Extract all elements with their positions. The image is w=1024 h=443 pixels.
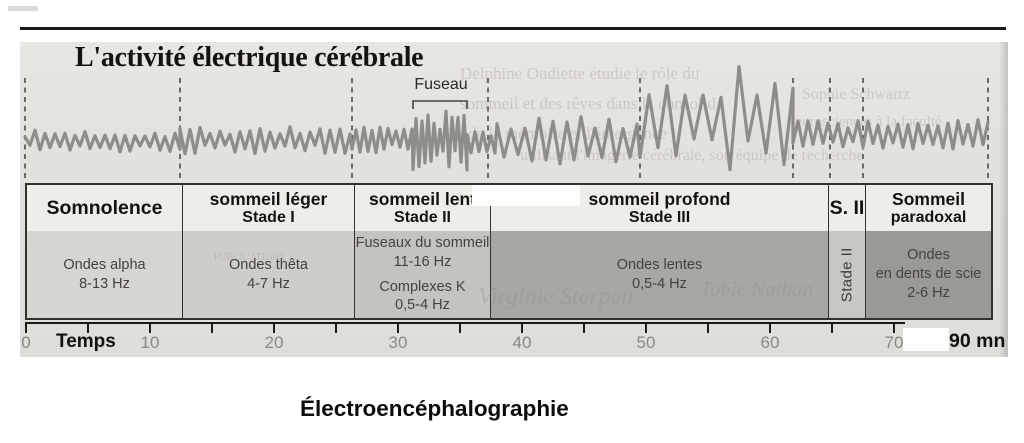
- stage-header: sommeil léger Stade I: [183, 185, 354, 231]
- stage-column-1: Somnolence Ondes alpha 8-13 Hz: [27, 185, 182, 318]
- axis-tick-label: 40: [512, 333, 532, 352]
- axis-tick: [769, 322, 771, 333]
- axis-tick: [211, 322, 213, 333]
- time-axis-line: [25, 322, 905, 324]
- figure-title: L'activité électrique cérébrale: [75, 42, 424, 73]
- axis-tick-label: 20: [264, 333, 284, 352]
- stage-header-line: Somnolence: [46, 196, 163, 219]
- stage-vertical-label: Stade II: [838, 247, 856, 302]
- stage-waves-cell: Fuseaux du sommeil 11-16 Hz Complexes K 0,5…: [355, 231, 490, 318]
- stage-waves-line: 0,5-4 Hz: [395, 297, 450, 314]
- stage-column-6: Sommeil paradoxal Ondes en dents de scie 2-6…: [865, 185, 991, 318]
- axis-tick-label: 60: [760, 333, 780, 352]
- stage-waves-line: Complexes K: [379, 278, 466, 295]
- stage-waves-cell: Ondes en dents de scie 2-6 Hz: [866, 231, 991, 318]
- fuseau-label: Fuseau: [414, 76, 468, 93]
- time-axis-label: Temps: [56, 331, 116, 352]
- stage-header: sommeil lent Stade II: [355, 185, 490, 231]
- stage-column-3: sommeil lent Stade II Fuseaux du sommeil 11…: [354, 185, 490, 318]
- axis-tick: [149, 322, 151, 333]
- stage-header-line: Stade III: [628, 208, 691, 226]
- axis-tick: [273, 322, 275, 333]
- axis-tick-label: 0: [21, 333, 31, 352]
- stage-waves-line: Fuseaux du sommeil: [355, 234, 490, 251]
- axis-tick: [87, 322, 89, 333]
- stage-column-4: sommeil profond Stade III Ondes lentes 0,5-…: [490, 185, 828, 318]
- axis-tick-label: 10: [140, 333, 160, 352]
- axis-tick: [459, 322, 461, 333]
- stage-header-line: sommeil profond: [588, 188, 731, 209]
- eeg-waveform: [23, 64, 990, 172]
- stage-header: Sommeil paradoxal: [866, 185, 991, 231]
- axis-tick: [583, 322, 585, 333]
- whiteout-patch-axis: [903, 328, 949, 351]
- stage-header-line: paradoxal: [890, 208, 967, 226]
- stage-waves-line: Ondes: [907, 247, 950, 264]
- axis-tick: [831, 322, 833, 333]
- stage-header-line: S. II: [829, 196, 865, 219]
- axis-tick: [25, 322, 27, 333]
- stage-waves-line: en dents de scie: [875, 266, 982, 283]
- stage-waves-line: 11-16 Hz: [393, 253, 452, 270]
- figure-caption: Électroencéphalographie: [300, 396, 569, 421]
- whiteout-patch-header: [472, 185, 580, 206]
- axis-tick-label: 30: [388, 333, 408, 352]
- axis-tick: [645, 322, 647, 333]
- axis-tick: [707, 322, 709, 333]
- stage-header-line: Stade I: [242, 208, 295, 226]
- axis-tick-label: 50: [636, 333, 656, 352]
- scan-artifact-dash: [8, 6, 38, 11]
- stage-header: S. II: [829, 185, 865, 231]
- stage-boundary-dashed-lines: [24, 78, 989, 182]
- axis-tick: [397, 322, 399, 333]
- time-axis-end-value: 90 mn: [949, 330, 1006, 352]
- axis-tick: [521, 322, 523, 333]
- stage-waves-line: Ondes lentes: [616, 256, 703, 273]
- axis-tick: [335, 322, 337, 333]
- stage-header-line: sommeil léger: [209, 188, 328, 209]
- stage-column-2: sommeil léger Stade I Ondes thêta 4-7 Hz: [182, 185, 354, 318]
- section-rule: [20, 27, 1006, 30]
- stage-column-5: S. II Stade II: [828, 185, 865, 318]
- stage-waves-cell: Ondes lentes 0,5-4 Hz: [491, 231, 828, 318]
- page-edge-shadow: [999, 42, 1008, 357]
- stage-waves-cell: Ondes thêta 4-7 Hz: [183, 231, 354, 318]
- stage-waves-cell: Stade II: [829, 231, 865, 318]
- stage-waves-line: 2-6 Hz: [907, 284, 950, 301]
- stage-waves-cell: Ondes alpha 8-13 Hz: [27, 231, 182, 318]
- stage-header: Somnolence: [27, 185, 182, 231]
- stage-waves-line: 8-13 Hz: [79, 275, 130, 292]
- stage-header-line: sommeil lent: [369, 188, 476, 209]
- fuseau-bracket: [412, 100, 468, 109]
- axis-tick-label: 70: [884, 333, 904, 352]
- stage-waves-line: 4-7 Hz: [247, 275, 290, 292]
- stage-waves-line: Ondes thêta: [229, 256, 308, 273]
- stage-waves-line: Ondes alpha: [63, 256, 146, 273]
- stage-waves-line: 0,5-4 Hz: [632, 275, 687, 292]
- stage-header-line: Sommeil: [892, 188, 965, 209]
- stage-header-line: Stade II: [394, 208, 451, 226]
- axis-tick: [893, 322, 895, 333]
